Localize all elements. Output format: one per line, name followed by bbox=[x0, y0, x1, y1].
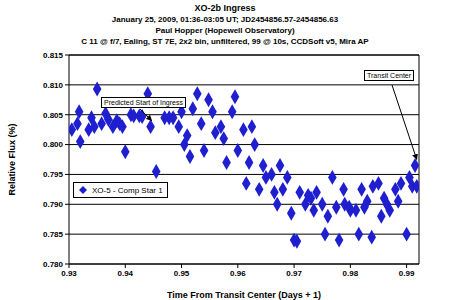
svg-text:0.94: 0.94 bbox=[117, 269, 133, 278]
svg-text:0.800: 0.800 bbox=[43, 140, 64, 149]
html-text:Paul Hopper (Hopewell Observat: Paul Hopper (Hopewell Observatory) bbox=[155, 26, 295, 35]
html-text:XO-2b Ingress: XO-2b Ingress bbox=[194, 3, 256, 13]
svg-text:0.99: 0.99 bbox=[399, 269, 415, 278]
svg-text:0.93: 0.93 bbox=[61, 269, 77, 278]
svg-text:0.810: 0.810 bbox=[43, 81, 64, 90]
html-text:Transit Center: Transit Center bbox=[367, 72, 412, 79]
svg-text:Time From Transit Center (Days: Time From Transit Center (Days + 1) bbox=[167, 290, 321, 300]
svg-text:0.790: 0.790 bbox=[43, 200, 64, 209]
svg-text:0.96: 0.96 bbox=[230, 269, 246, 278]
svg-text:0.780: 0.780 bbox=[43, 260, 64, 269]
svg-text:0.815: 0.815 bbox=[43, 51, 64, 60]
svg-text:Relative Flux (%): Relative Flux (%) bbox=[8, 123, 17, 195]
html-text:XO-5 - Comp Star 1: XO-5 - Comp Star 1 bbox=[92, 185, 163, 195]
svg-text:0.97: 0.97 bbox=[286, 269, 302, 278]
svg-text:0.98: 0.98 bbox=[343, 269, 359, 278]
svg-text:0.95: 0.95 bbox=[174, 269, 190, 278]
html-text:C 11 @ f/7, Ealing, ST 7E, 2x2: C 11 @ f/7, Ealing, ST 7E, 2x2 bin, unfi… bbox=[81, 37, 369, 46]
html-text:Predicted Start of Ingress: Predicted Start of Ingress bbox=[104, 99, 183, 106]
svg-text:0.785: 0.785 bbox=[43, 230, 64, 239]
svg-text:0.795: 0.795 bbox=[43, 170, 64, 179]
svg-text:0.805: 0.805 bbox=[43, 111, 64, 120]
html-text:January 25, 2009, 01:36-03:05: January 25, 2009, 01:36-03:05 UT; JD2454… bbox=[111, 15, 339, 24]
